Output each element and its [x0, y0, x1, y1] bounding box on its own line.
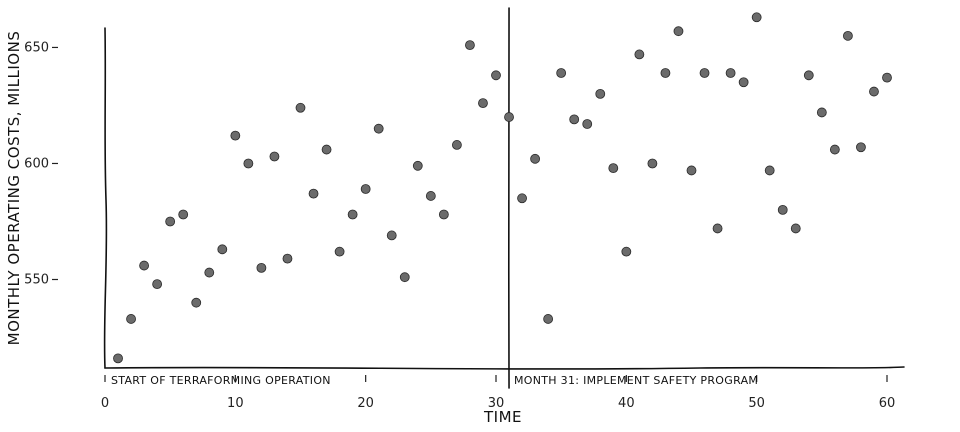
data-point [882, 72, 892, 83]
data-point [360, 184, 371, 194]
y-axis-label: MONTHLY OPERATING COSTS, MILLIONS [5, 31, 23, 346]
data-point [373, 123, 384, 134]
data-point [425, 191, 436, 201]
data-point [178, 209, 189, 220]
data-point [282, 253, 293, 264]
data-point [491, 70, 501, 81]
y-tick-label: 600 [24, 156, 49, 171]
x-axis-line [104, 366, 905, 370]
x-tick-label: 10 [227, 396, 244, 411]
data-point [399, 272, 410, 283]
data-point [777, 204, 788, 215]
data-point [243, 158, 254, 169]
y-axis-line [103, 27, 108, 369]
data-point [530, 153, 540, 164]
data-point [113, 353, 123, 364]
data-point [673, 26, 684, 37]
data-point [647, 158, 658, 169]
data-point [869, 86, 879, 97]
data-point [451, 140, 462, 150]
safety-program-marker [507, 7, 511, 389]
data-point [543, 314, 554, 324]
data-point [386, 230, 397, 241]
data-point [295, 102, 306, 113]
data-point [269, 151, 280, 162]
data-point [699, 68, 710, 78]
data-point [829, 144, 840, 155]
annotation-start: START OF TERRAFORMING OPERATION [111, 374, 331, 387]
data-point [504, 112, 514, 122]
vertical-marker-line [507, 7, 511, 389]
x-tick-label: 20 [357, 396, 374, 411]
data-point [217, 244, 228, 255]
data-point [595, 88, 606, 99]
data-point [790, 223, 801, 234]
data-point [712, 223, 723, 234]
y-tick-label: 650 [24, 40, 49, 55]
data-point [843, 30, 853, 41]
data-point [126, 314, 136, 324]
x-axis-label: TIME [483, 408, 522, 426]
data-point [139, 260, 150, 271]
data-point [347, 209, 358, 220]
data-point [751, 12, 762, 23]
y-tick-label: 550 [24, 273, 49, 288]
data-point [152, 279, 163, 290]
data-point [856, 142, 866, 153]
data-points [113, 12, 892, 364]
axis-ticks: 0 10 20 30 40 50 60 550 600 650 [24, 40, 895, 411]
data-point [738, 77, 749, 88]
x-tick-label: 60 [879, 396, 896, 411]
x-tick-label: 30 [488, 396, 505, 411]
data-point [686, 165, 697, 176]
data-point [165, 216, 176, 227]
data-point [321, 144, 332, 155]
data-point [308, 188, 319, 199]
data-point [204, 267, 215, 278]
annotation-safety-program: MONTH 31: IMPLEMENT SAFETY PROGRAM [514, 374, 758, 387]
data-point [256, 262, 267, 273]
data-point [634, 49, 645, 60]
data-point [725, 68, 736, 78]
data-point [517, 193, 527, 204]
data-point [660, 68, 671, 78]
data-point [816, 107, 827, 118]
data-point [569, 114, 580, 125]
x-tick-label: 50 [748, 396, 765, 411]
data-point [556, 68, 567, 78]
data-point [412, 160, 423, 171]
data-point [621, 246, 632, 257]
data-point [582, 119, 593, 129]
data-point [465, 40, 475, 51]
x-tick-label: 0 [101, 396, 109, 411]
data-point [334, 246, 345, 257]
data-point [191, 297, 202, 308]
data-point [608, 163, 619, 174]
data-point [230, 130, 241, 141]
data-point [764, 165, 775, 176]
x-tick-label: 40 [618, 396, 635, 411]
data-point [438, 209, 449, 220]
data-point [478, 98, 488, 109]
data-point [803, 70, 814, 81]
